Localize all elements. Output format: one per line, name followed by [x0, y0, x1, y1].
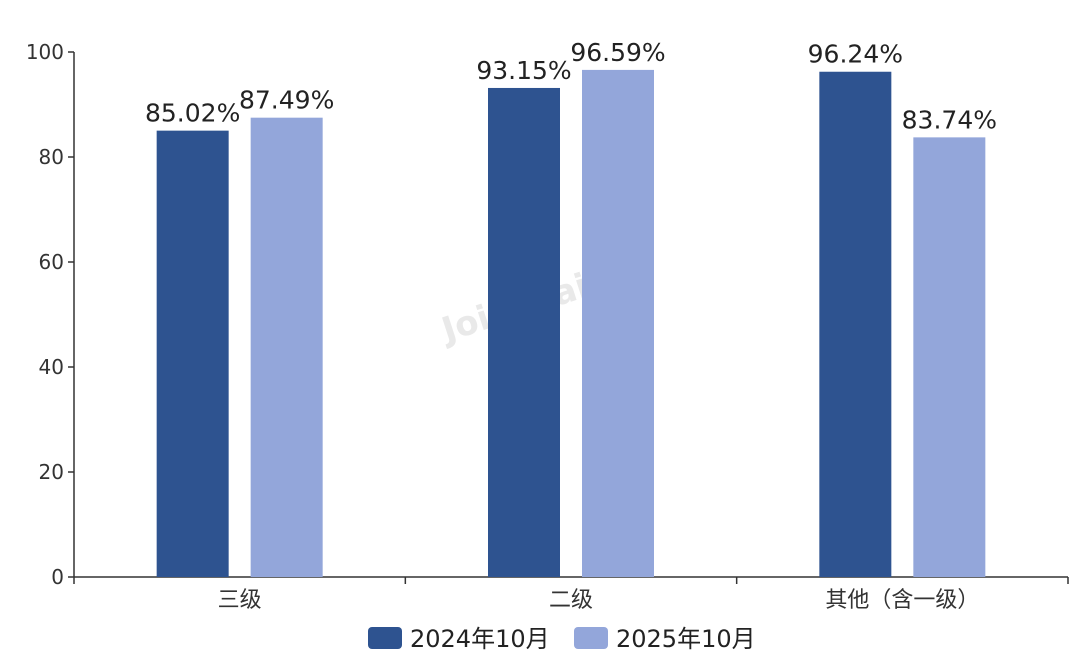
y-tick-label: 40: [39, 355, 64, 379]
x-category-label: 二级: [549, 588, 593, 613]
x-category-label: 三级: [218, 588, 262, 613]
legend-label: 2025年10月: [616, 625, 756, 653]
y-axis: 0 20 40 60 80 100: [26, 40, 75, 589]
x-category-label: 其他（含一级）: [825, 588, 979, 613]
y-tick-label: 0: [51, 565, 64, 589]
bar-series-1: [819, 71, 892, 578]
legend-swatch: [368, 627, 402, 649]
bars: [156, 69, 986, 578]
bar-value-label: 93.15%: [476, 56, 571, 85]
x-axis: 三级 二级 其他（含一级）: [73, 576, 1069, 613]
legend-label: 2024年10月: [410, 625, 550, 653]
legend-swatch: [574, 627, 608, 649]
bar-series-2: [582, 69, 654, 577]
y-tick-label: 100: [26, 40, 64, 64]
bar-series-2: [913, 137, 986, 578]
bar-value-label: 83.74%: [902, 105, 997, 134]
bar-series-2: [250, 117, 323, 578]
legend: 2024年10月 2025年10月: [368, 625, 756, 653]
bar-series-1: [156, 130, 229, 577]
y-tick-label: 60: [39, 250, 64, 274]
bar-value-label: 96.24%: [808, 40, 903, 69]
y-tick-label: 20: [39, 460, 64, 484]
bar-series-1: [488, 87, 560, 578]
bar-value-label: 87.49%: [239, 86, 334, 115]
bar-value-label: 96.59%: [570, 38, 665, 67]
y-tick-label: 80: [39, 145, 64, 169]
bar-value-label: 85.02%: [145, 99, 240, 128]
data-labels: 85.02% 93.15% 96.24% 87.49% 96.59% 83.74%: [145, 38, 997, 134]
